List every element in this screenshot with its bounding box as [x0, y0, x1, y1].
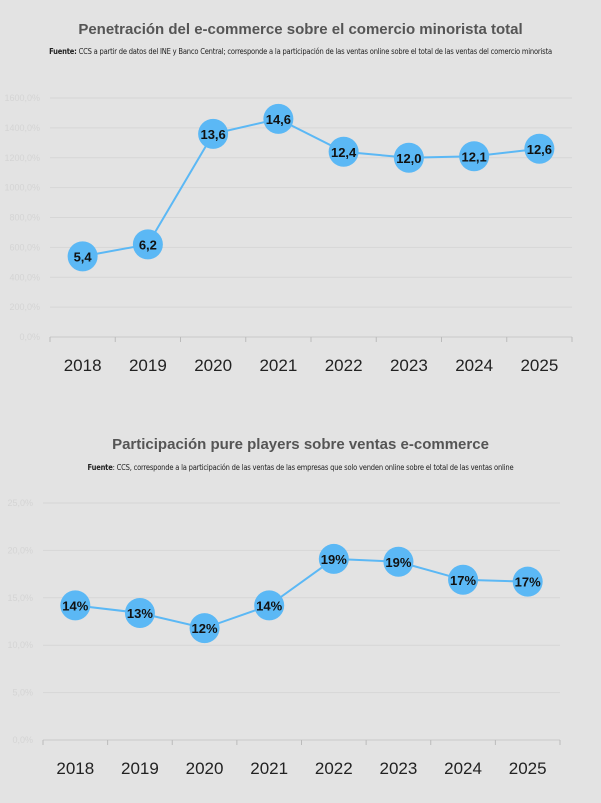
- y-tick-label: 20,0%: [7, 545, 33, 555]
- data-point: [60, 590, 91, 621]
- x-tick-label: 2021: [250, 759, 288, 778]
- data-point: [198, 118, 229, 149]
- data-point: [448, 564, 479, 595]
- y-tick-label: 1400,0%: [4, 123, 40, 133]
- y-tick-label: 1000,0%: [4, 183, 40, 193]
- data-point: [124, 597, 155, 628]
- y-tick-label: 15,0%: [7, 593, 33, 603]
- chart-2-source: Fuente: CCS, corresponde a la participac…: [0, 463, 601, 472]
- y-tick-label: 1200,0%: [4, 153, 40, 163]
- data-label: 12,1: [461, 149, 486, 164]
- x-tick-label: 2020: [194, 356, 232, 375]
- y-tick-label: 600,0%: [9, 242, 40, 252]
- data-label: 5,4: [74, 249, 93, 264]
- y-tick-label: 5,0%: [12, 688, 33, 698]
- data-point: [254, 590, 285, 621]
- data-label: 14%: [256, 598, 282, 613]
- y-tick-label: 400,0%: [9, 272, 40, 282]
- x-tick-label: 2019: [121, 759, 159, 778]
- x-tick-label: 2018: [64, 356, 102, 375]
- x-tick-label: 2023: [390, 356, 428, 375]
- x-tick-label: 2018: [56, 759, 94, 778]
- data-point: [393, 142, 424, 173]
- chart-1-title: Penetración del e-commerce sobre el come…: [78, 21, 523, 38]
- data-label: 17%: [450, 573, 476, 588]
- y-tick-label: 800,0%: [9, 213, 40, 223]
- x-tick-label: 2021: [259, 356, 297, 375]
- chart-2-title: Participación pure players sobre ventas …: [112, 436, 489, 453]
- data-label: 6,2: [139, 237, 157, 252]
- data-label: 12,0: [396, 151, 421, 166]
- data-label: 13%: [127, 606, 153, 621]
- x-tick-label: 2022: [315, 759, 353, 778]
- y-tick-label: 0,0%: [19, 332, 40, 342]
- data-point: [328, 136, 359, 167]
- source-text: CCS a partir de datos del INE y Banco Ce…: [76, 47, 553, 56]
- data-label: 12,6: [527, 142, 552, 157]
- chart-1-source: Fuente: CCS a partir de datos del INE y …: [0, 47, 601, 56]
- x-tick-label: 2023: [380, 759, 418, 778]
- data-point: [189, 613, 220, 644]
- data-point: [524, 133, 555, 164]
- data-label: 17%: [515, 575, 541, 590]
- chart-1: 0,0% 200,0% 400,0% 600,0% 800,0% 1000,0% 1200,…: [4, 93, 573, 375]
- data-label: 14%: [62, 598, 88, 613]
- source-text: : CCS, corresponde a la participación de…: [112, 463, 514, 472]
- data-label: 19%: [321, 552, 347, 567]
- x-tick-label: 2024: [444, 759, 482, 778]
- data-label: 19%: [385, 555, 411, 570]
- x-tick-label: 2025: [520, 356, 558, 375]
- y-tick-label: 200,0%: [9, 302, 40, 312]
- data-point: [383, 546, 414, 577]
- data-label: 13,6: [200, 127, 225, 142]
- x-tick-label: 2022: [325, 356, 363, 375]
- data-label: 12%: [192, 621, 218, 636]
- x-tick-label: 2025: [509, 759, 547, 778]
- data-point: [459, 141, 490, 172]
- x-tick-label: 2024: [455, 356, 493, 375]
- x-tick-label: 2020: [186, 759, 224, 778]
- data-point: [132, 229, 163, 260]
- data-point: [67, 241, 98, 272]
- data-point: [512, 566, 543, 597]
- data-point: [263, 103, 294, 134]
- source-label: Fuente: [87, 463, 113, 472]
- y-tick-label: 25,0%: [7, 498, 33, 508]
- data-label: 12,4: [331, 145, 357, 160]
- y-tick-label: 1600,0%: [4, 93, 40, 103]
- data-label: 14,6: [266, 112, 291, 127]
- source-label: Fuente:: [49, 47, 77, 56]
- y-tick-label: 0,0%: [12, 735, 33, 745]
- data-point: [318, 543, 349, 574]
- y-tick-label: 10,0%: [7, 640, 33, 650]
- x-tick-label: 2019: [129, 356, 167, 375]
